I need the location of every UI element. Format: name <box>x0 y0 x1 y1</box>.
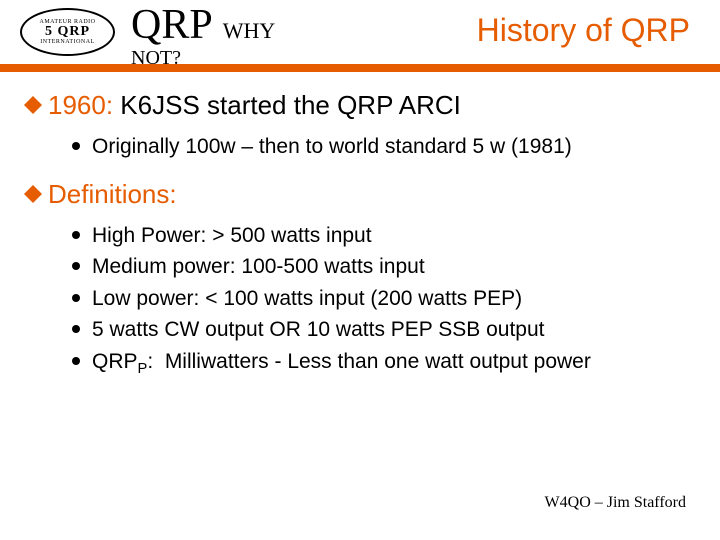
bullet-year: 1960: <box>48 90 113 120</box>
logo-text-mid: 5 QRP <box>45 25 90 39</box>
diamond-bullet-icon <box>24 185 42 194</box>
sub-item-text: QRPP: Milliwatters - Less than one watt … <box>92 346 591 380</box>
sub-list-2: High Power: > 500 watts input Medium pow… <box>72 220 700 380</box>
qrp-word: QRP <box>131 4 213 46</box>
dot-bullet-icon <box>72 357 80 365</box>
logo-text-bot: INTERNATIONAL <box>40 39 95 45</box>
dot-bullet-icon <box>72 142 80 150</box>
qrp-tagline: QRP WHY NOT? <box>131 4 275 68</box>
list-item: Medium power: 100-500 watts input <box>72 251 700 283</box>
sub-item-text: Medium power: 100-500 watts input <box>92 251 425 283</box>
slide-content: 1960: K6JSS started the QRP ARCI Origina… <box>0 90 720 380</box>
slide-header: AMATEUR RADIO 5 QRP INTERNATIONAL QRP WH… <box>0 0 720 64</box>
divider-bar <box>0 64 720 72</box>
sub-item-text: Originally 100w – then to world standard… <box>92 131 572 163</box>
dot-bullet-icon <box>72 325 80 333</box>
bullet-1960: 1960: K6JSS started the QRP ARCI <box>24 90 700 121</box>
sub-item-text: High Power: > 500 watts input <box>92 220 372 252</box>
bullet-definitions: Definitions: <box>24 179 700 210</box>
sub-item-text: Low power: < 100 watts input (200 watts … <box>92 283 522 315</box>
list-item: QRPP: Milliwatters - Less than one watt … <box>72 346 700 380</box>
list-item: 5 watts CW output OR 10 watts PEP SSB ou… <box>72 314 700 346</box>
list-item: Low power: < 100 watts input (200 watts … <box>72 283 700 315</box>
dot-bullet-icon <box>72 231 80 239</box>
definitions-heading: Definitions: <box>48 179 177 210</box>
list-item: High Power: > 500 watts input <box>72 220 700 252</box>
slide-footer: W4QO – Jim Stafford <box>545 494 686 512</box>
not-word: NOT? <box>131 48 275 68</box>
list-item: Originally 100w – then to world standard… <box>72 131 700 163</box>
why-word: WHY <box>223 20 276 42</box>
club-logo: AMATEUR RADIO 5 QRP INTERNATIONAL <box>20 8 115 56</box>
dot-bullet-icon <box>72 262 80 270</box>
sub-item-text: 5 watts CW output OR 10 watts PEP SSB ou… <box>92 314 545 346</box>
dot-bullet-icon <box>72 294 80 302</box>
sub-list-1: Originally 100w – then to world standard… <box>72 131 700 163</box>
bullet-text: K6JSS started the QRP ARCI <box>113 90 461 120</box>
slide-title: History of QRP <box>477 12 690 49</box>
diamond-bullet-icon <box>24 96 42 105</box>
